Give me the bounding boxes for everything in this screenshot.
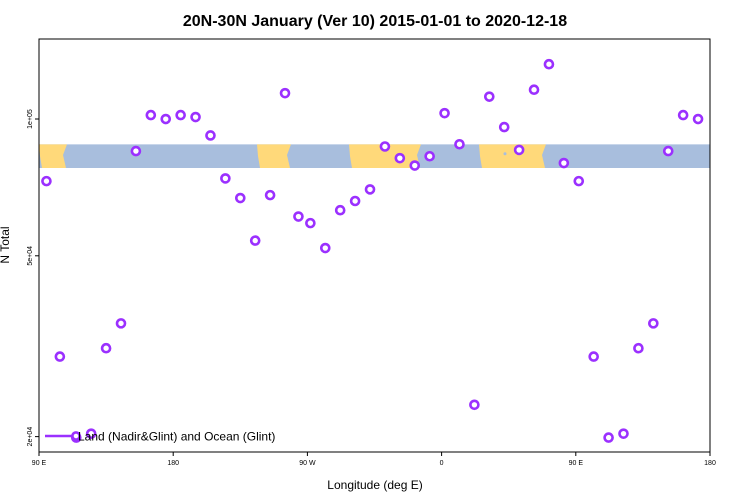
y-tick-label: 2e+04	[27, 427, 34, 447]
data-point	[424, 150, 435, 162]
data-point	[528, 84, 540, 96]
map-ocean-speck	[435, 149, 439, 153]
data-point	[692, 113, 704, 125]
data-point	[264, 189, 276, 201]
x-tick-label: 90 E	[569, 460, 584, 467]
data-points	[41, 58, 704, 443]
x-tick-label: 180	[167, 460, 179, 467]
data-point	[41, 175, 52, 187]
data-point	[54, 351, 66, 362]
data-point	[364, 184, 376, 195]
data-point	[454, 138, 465, 150]
data-point	[618, 428, 629, 439]
x-axis-ticks: 90 E 180 90 W 0 90 E 180	[32, 452, 716, 467]
data-point	[394, 152, 406, 164]
world-map-strip	[39, 144, 710, 169]
map-ocean-speck	[443, 159, 447, 163]
data-point	[319, 242, 331, 254]
data-point	[648, 318, 659, 329]
legend-marker	[71, 431, 81, 441]
data-point	[484, 91, 495, 102]
map-ocean-speck	[298, 152, 302, 156]
data-point	[85, 428, 97, 439]
x-axis-label: Longitude (deg E)	[327, 478, 422, 492]
map-ocean-speck	[308, 157, 312, 161]
data-point	[100, 342, 112, 354]
data-point	[334, 204, 346, 216]
data-point	[543, 58, 555, 70]
data-point	[190, 111, 201, 123]
data-point	[160, 113, 172, 125]
x-tick-label: 90 E	[32, 460, 47, 467]
data-point	[305, 217, 316, 229]
data-point	[469, 399, 480, 411]
data-point	[409, 160, 421, 171]
data-point	[235, 192, 246, 204]
x-tick-label: 0	[440, 460, 444, 467]
y-axis-ticks: 2e+04 5e+04 1e+05	[27, 109, 39, 446]
y-tick-label: 5e+04	[27, 246, 34, 266]
data-point	[115, 318, 127, 329]
data-point	[439, 107, 450, 119]
y-tick-label: 1e+05	[27, 109, 34, 129]
data-point	[633, 342, 644, 354]
data-point	[603, 432, 614, 443]
map-land-region	[257, 144, 291, 169]
x-tick-label: 180	[704, 460, 716, 467]
data-point	[145, 109, 157, 121]
legend: Land (Nadir&Glint) and Ocean (Glint)	[45, 430, 275, 444]
chart-title: 20N-30N January (Ver 10) 2015-01-01 to 2…	[183, 13, 567, 30]
map-ocean-speck	[503, 152, 507, 156]
data-point	[349, 195, 361, 207]
data-point	[220, 173, 231, 184]
data-point	[279, 87, 291, 99]
data-point	[205, 130, 216, 141]
map-land-region	[39, 144, 67, 169]
data-point	[513, 144, 525, 156]
data-point	[677, 109, 689, 121]
data-point	[379, 141, 391, 152]
y-axis-label: N Total	[0, 226, 12, 263]
data-point	[662, 145, 674, 157]
data-point	[558, 157, 570, 169]
legend-label: Land (Nadir&Glint) and Ocean (Glint)	[78, 430, 275, 444]
plot-frame	[38, 38, 711, 453]
data-point	[293, 211, 304, 222]
map-ocean-speck	[468, 154, 472, 158]
data-point	[130, 145, 142, 157]
data-point	[249, 235, 261, 246]
data-point	[588, 351, 599, 362]
x-tick-label: 90 W	[299, 460, 316, 467]
data-point	[573, 175, 585, 187]
map-land-region	[479, 144, 546, 169]
data-point	[498, 121, 510, 133]
data-point	[175, 109, 186, 121]
